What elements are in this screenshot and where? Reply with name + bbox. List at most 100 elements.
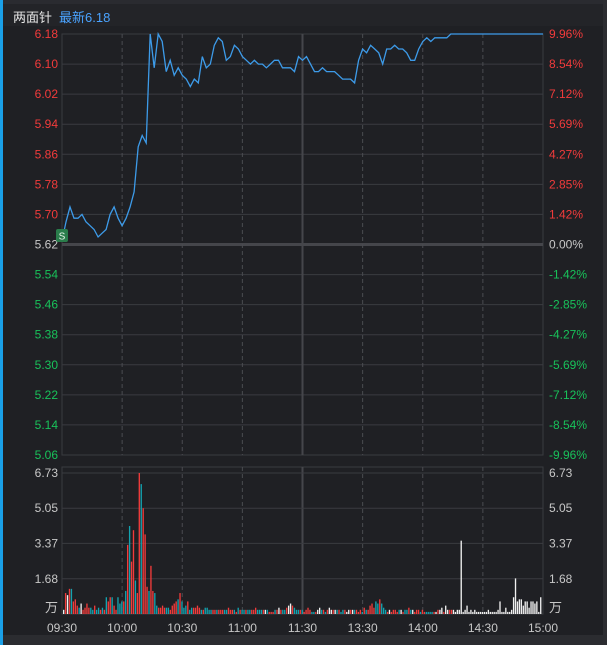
volume-bar xyxy=(344,609,346,614)
percent-tick-label: 0.00% xyxy=(549,238,583,252)
volume-bar xyxy=(183,607,185,614)
volume-tick-label: 6.73 xyxy=(35,466,59,480)
price-tick-label: 5.70 xyxy=(35,207,59,221)
volume-bar xyxy=(111,597,113,614)
right-panel-edge xyxy=(603,0,607,645)
volume-bar xyxy=(415,609,418,614)
volume-bar xyxy=(107,601,109,614)
volume-bar xyxy=(158,607,160,614)
volume-bar xyxy=(223,609,226,614)
volume-bar xyxy=(336,609,338,614)
volume-bar xyxy=(307,607,309,614)
volume-bar xyxy=(95,609,98,614)
volume-bar xyxy=(113,605,115,614)
price-line xyxy=(61,31,543,241)
volume-bar xyxy=(338,609,340,614)
time-tick-label: 09:30 xyxy=(47,621,77,635)
sell-marker[interactable] xyxy=(56,229,68,242)
volume-bar xyxy=(476,611,478,614)
volume-bar xyxy=(82,609,84,614)
volume-bar xyxy=(70,588,73,614)
volume-bar xyxy=(526,601,528,614)
volume-bar xyxy=(493,611,495,614)
price-tick-label: 6.10 xyxy=(35,57,59,71)
volume-bar xyxy=(150,565,152,614)
volume-bar xyxy=(134,580,137,614)
volume-bar xyxy=(115,609,117,614)
volume-bar xyxy=(268,611,270,614)
volume-bar xyxy=(208,609,210,614)
volume-bar xyxy=(212,609,214,614)
volume-bar xyxy=(357,611,360,614)
volume-bar xyxy=(260,609,263,614)
volume-bar xyxy=(499,601,501,614)
volume-bar xyxy=(156,605,158,614)
volume-bar xyxy=(171,605,173,614)
time-tick-label: 10:30 xyxy=(167,621,197,635)
volume-bar xyxy=(460,540,462,614)
stock-name: 两面针 xyxy=(13,10,53,25)
volume-bar xyxy=(505,607,507,614)
volume-bar xyxy=(425,611,427,614)
volume-bar xyxy=(249,609,251,614)
volume-bar xyxy=(262,609,265,614)
volume-bar xyxy=(132,530,135,614)
volume-bar xyxy=(445,605,447,614)
volume-bar xyxy=(359,609,362,614)
volume-bar xyxy=(229,609,232,614)
volume-bar xyxy=(514,578,517,614)
volume-bar xyxy=(218,609,220,614)
volume-bar xyxy=(227,607,230,614)
volume-bar xyxy=(237,607,239,614)
volume-bar xyxy=(187,601,189,614)
volume-bar xyxy=(66,595,69,614)
volume-bar xyxy=(165,607,168,614)
volume-bar xyxy=(384,609,387,614)
volume-bar xyxy=(365,609,367,614)
volume-bar xyxy=(88,607,90,614)
volume-bar xyxy=(437,609,439,614)
volume-bar xyxy=(72,601,75,614)
volume-bar xyxy=(225,609,228,614)
volume-bar xyxy=(497,609,499,614)
volume-bar xyxy=(99,609,102,614)
volume-bar xyxy=(142,508,144,614)
volume-bar xyxy=(379,599,381,614)
volume-bar xyxy=(270,611,272,614)
volume-bar xyxy=(315,611,317,614)
volume-bar xyxy=(78,607,80,614)
volume-bar xyxy=(196,605,199,614)
volume-bar xyxy=(117,597,119,614)
volume-bar xyxy=(412,609,414,614)
volume-bar xyxy=(245,609,247,614)
volume-bar xyxy=(185,605,187,614)
volume-bar xyxy=(355,609,358,614)
volume-bar xyxy=(464,609,466,614)
volume-bar xyxy=(311,611,313,614)
volume-bar xyxy=(140,484,142,614)
volume-bar xyxy=(351,609,354,614)
volume-bar xyxy=(154,593,156,614)
volume-bar xyxy=(390,611,393,614)
time-tick-label: 11:30 xyxy=(288,621,317,635)
volume-bar xyxy=(462,611,464,614)
percent-tick-label: 5.69% xyxy=(549,117,583,131)
volume-bar xyxy=(427,611,429,614)
volume-bar xyxy=(256,609,259,614)
volume-bar xyxy=(388,609,391,614)
volume-bar xyxy=(280,609,282,614)
volume-bar xyxy=(402,611,404,614)
volume-tick-label: 1.68 xyxy=(549,572,573,586)
volume-bar xyxy=(247,609,249,614)
volume-bar xyxy=(324,611,327,614)
volume-bar xyxy=(509,611,511,614)
volume-bar xyxy=(367,609,369,614)
volume-tick-label: 6.73 xyxy=(549,466,573,480)
time-tick-label: 14:30 xyxy=(468,621,498,635)
volume-bar xyxy=(258,609,261,614)
volume-bar xyxy=(94,605,96,614)
volume-bar xyxy=(485,611,488,614)
volume-tick-label: 1.68 xyxy=(35,572,59,586)
volume-bar xyxy=(231,609,234,614)
